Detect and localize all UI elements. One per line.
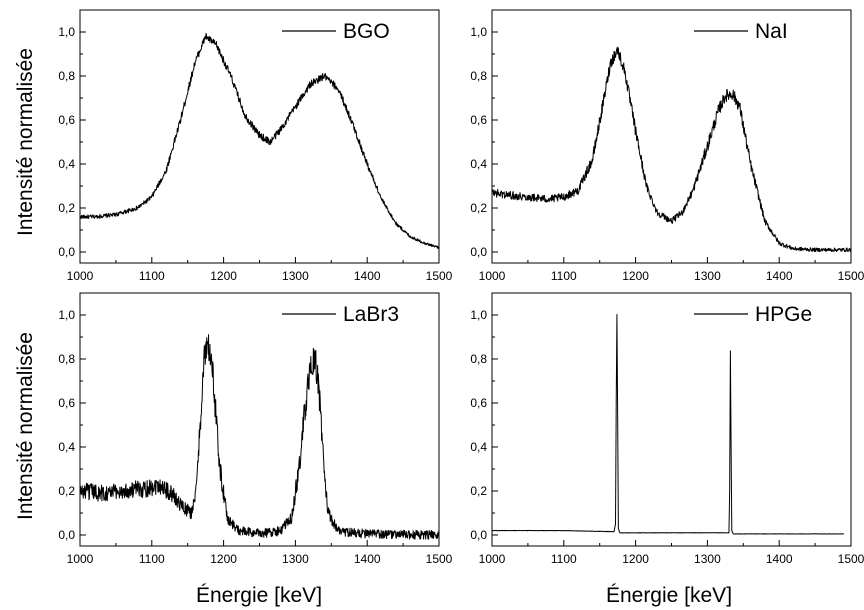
y-axis-label-top: Intensité normalisée bbox=[14, 48, 37, 236]
y-tick-label-labr3-2: 0,4 bbox=[58, 440, 75, 454]
y-tick-label-hpge-1: 0,2 bbox=[470, 484, 487, 498]
y-tick-label-labr3-4: 0,8 bbox=[58, 352, 75, 366]
y-tick-label-bgo-3: 0,6 bbox=[58, 113, 75, 127]
y-tick-label-hpge-3: 0,6 bbox=[470, 396, 487, 410]
y-tick-label-labr3-3: 0,6 bbox=[58, 396, 75, 410]
series-line-labr3 bbox=[79, 334, 440, 540]
x-tick-label-labr3-0: 1000 bbox=[67, 552, 94, 566]
y-tick-label-labr3-1: 0,2 bbox=[58, 484, 75, 498]
x-tick-label-hpge-1: 1100 bbox=[551, 552, 577, 566]
x-tick-label-hpge-3: 1300 bbox=[694, 552, 721, 566]
chart-labr3: 1000 1100 1200 1300 1400 1500 0,0 0,2 0,4 0,6 0,8 1… bbox=[58, 292, 453, 566]
y-tick-label-nai-5: 1,0 bbox=[470, 25, 487, 39]
x-axis-label-right: Énergie [keV] bbox=[606, 584, 732, 607]
y-tick-label-nai-3: 0,6 bbox=[470, 113, 487, 127]
x-tick-label-nai-0: 1000 bbox=[479, 269, 506, 283]
y-tick-label-bgo-5: 1,0 bbox=[58, 25, 75, 39]
x-tick-label-labr3-5: 1500 bbox=[426, 552, 453, 566]
x-axis-label-left: Énergie [keV] bbox=[196, 584, 322, 607]
x-tick-label-labr3-1: 1100 bbox=[139, 552, 165, 566]
x-tick-label-bgo-0: 1000 bbox=[67, 269, 94, 283]
x-tick-label-hpge-2: 1200 bbox=[622, 552, 649, 566]
plot-frame-labr3 bbox=[79, 292, 440, 547]
y-tick-label-nai-2: 0,4 bbox=[470, 157, 487, 171]
plot-frame-nai bbox=[491, 9, 852, 264]
legend-label-bgo: BGO bbox=[343, 20, 390, 43]
plot-frame-hpge bbox=[491, 292, 852, 547]
chart-nai: 1000 1100 1200 1300 1400 1500 0,0 0,2 0,4 0,6 0,8 1… bbox=[470, 9, 864, 283]
x-tick-label-bgo-3: 1300 bbox=[282, 269, 309, 283]
chart-panels: 1000 1100 1200 1300 1400 1500 0,0 0,2 0,4 0,6 0,8 1… bbox=[58, 9, 864, 566]
y-tick-label-bgo-4: 0,8 bbox=[58, 69, 75, 83]
legend-label-nai: NaI bbox=[755, 20, 788, 43]
series-line-bgo bbox=[79, 32, 440, 249]
y-tick-label-labr3-5: 1,0 bbox=[58, 308, 75, 322]
y-tick-label-hpge-0: 0,0 bbox=[470, 528, 487, 542]
x-tick-label-labr3-4: 1400 bbox=[354, 552, 381, 566]
series-line-nai bbox=[491, 46, 852, 253]
chart-bgo: 1000 1100 1200 1300 1400 1500 0,0 0,2 0,4 0,6 0,8 1… bbox=[58, 9, 453, 283]
y-tick-label-bgo-2: 0,4 bbox=[58, 157, 75, 171]
x-tick-label-nai-4: 1400 bbox=[766, 269, 793, 283]
x-tick-label-bgo-4: 1400 bbox=[354, 269, 381, 283]
x-tick-label-nai-2: 1200 bbox=[622, 269, 649, 283]
y-axis-label-bottom: Intensité normalisée bbox=[14, 332, 37, 520]
x-tick-label-bgo-2: 1200 bbox=[210, 269, 237, 283]
series-line-hpge bbox=[491, 314, 844, 535]
x-tick-label-labr3-3: 1300 bbox=[282, 552, 309, 566]
y-tick-label-bgo-1: 0,2 bbox=[58, 201, 75, 215]
y-tick-label-nai-1: 0,2 bbox=[470, 201, 487, 215]
y-tick-label-hpge-5: 1,0 bbox=[470, 308, 487, 322]
x-tick-label-nai-1: 1100 bbox=[551, 269, 577, 283]
y-tick-label-bgo-0: 0,0 bbox=[58, 245, 75, 259]
x-tick-label-labr3-2: 1200 bbox=[210, 552, 237, 566]
y-tick-label-nai-0: 0,0 bbox=[470, 245, 487, 259]
x-tick-label-hpge-4: 1400 bbox=[766, 552, 793, 566]
y-tick-label-labr3-0: 0,0 bbox=[58, 528, 75, 542]
x-tick-label-hpge-0: 1000 bbox=[479, 552, 506, 566]
legend-label-hpge: HPGe bbox=[755, 303, 812, 326]
y-tick-label-hpge-2: 0,4 bbox=[470, 440, 487, 454]
y-tick-label-nai-4: 0,8 bbox=[470, 69, 487, 83]
x-tick-label-nai-3: 1300 bbox=[694, 269, 721, 283]
legend-label-labr3: LaBr3 bbox=[343, 303, 399, 326]
x-tick-label-hpge-5: 1500 bbox=[838, 552, 864, 566]
x-tick-label-nai-5: 1500 bbox=[838, 269, 864, 283]
x-tick-label-bgo-1: 1100 bbox=[139, 269, 165, 283]
chart-hpge: 1000 1100 1200 1300 1400 1500 0,0 0,2 0,4 0,6 0,8 1… bbox=[470, 292, 864, 566]
x-tick-label-bgo-5: 1500 bbox=[426, 269, 453, 283]
y-tick-label-hpge-4: 0,8 bbox=[470, 352, 487, 366]
